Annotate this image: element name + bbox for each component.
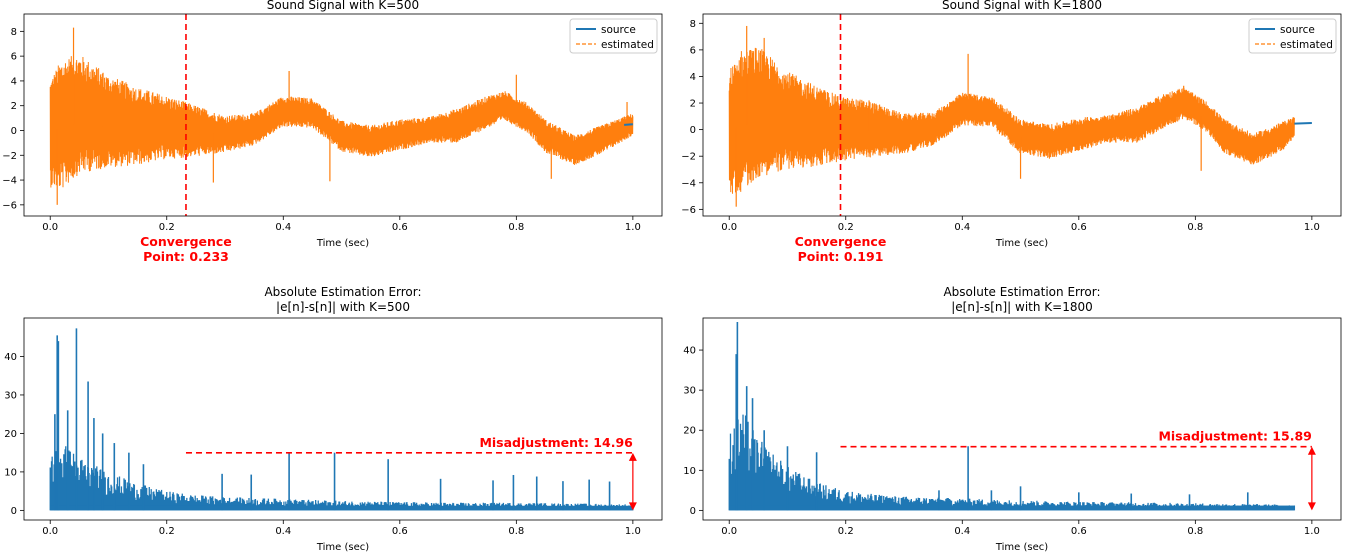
x-tick-label: 0.0	[721, 222, 737, 233]
x-tick-label: 0.6	[392, 222, 408, 233]
misadjustment-arrow-head-bottom	[1307, 502, 1316, 511]
axes-frame	[23, 317, 663, 521]
x-axis-label: Time (sec)	[995, 542, 1048, 553]
misadjustment-arrow-head-top	[1307, 446, 1316, 455]
x-tick-label: 0.2	[838, 222, 854, 233]
x-tick-label: 1.0	[1304, 526, 1320, 537]
x-axis-label: Time (sec)	[316, 542, 369, 553]
y-tick-label: −4	[681, 178, 696, 189]
x-tick-label: 0.4	[954, 526, 970, 537]
y-tick-label: 6	[11, 52, 17, 63]
x-tick-label: 0.2	[159, 526, 175, 537]
plot-area	[728, 322, 1296, 511]
y-tick-label: 10	[4, 467, 17, 478]
chart-title: Sound Signal with K=500	[267, 0, 419, 12]
y-tick-label: −2	[681, 152, 696, 163]
y-tick-label: 0	[11, 126, 17, 137]
y-tick-label: −4	[2, 176, 17, 187]
x-tick-label: 0.6	[392, 526, 408, 537]
error-signal	[49, 446, 634, 511]
y-tick-label: 0	[11, 506, 17, 517]
misadjustment-label: Misadjustment: 14.96	[479, 435, 633, 450]
x-tick-label: 0.0	[42, 222, 58, 233]
y-tick-label: −2	[2, 151, 17, 162]
y-tick-label: 8	[690, 19, 696, 30]
x-tick-label: 0.6	[1071, 222, 1087, 233]
misadjustment-label: Misadjustment: 15.89	[1158, 429, 1311, 444]
estimated-signal-line	[728, 47, 1295, 194]
convergence-label-line2: Point: 0.233	[143, 249, 229, 264]
x-tick-label: 0.8	[1187, 222, 1203, 233]
axes-frame	[702, 317, 1342, 521]
y-tick-label: 6	[690, 45, 696, 56]
y-tick-label: 40	[683, 346, 696, 357]
chart-title: Absolute Estimation Error:	[943, 285, 1100, 299]
y-tick-label: −6	[681, 205, 696, 216]
y-tick-label: 0	[690, 125, 696, 136]
x-tick-label: 0.4	[275, 222, 291, 233]
plot-area	[728, 25, 1312, 207]
plot-area	[49, 328, 634, 511]
x-axis-label: Time (sec)	[995, 238, 1048, 249]
x-tick-label: 1.0	[625, 222, 641, 233]
y-tick-label: 0	[690, 506, 696, 517]
convergence-label-line2: Point: 0.191	[798, 249, 884, 264]
x-tick-label: 1.0	[1304, 222, 1320, 233]
y-tick-label: 8	[11, 27, 17, 38]
x-tick-label: 0.8	[1187, 526, 1203, 537]
error-baseline	[50, 505, 633, 511]
chart-subtitle: |e[n]-s[n]| with K=1800	[951, 300, 1093, 314]
x-tick-label: 0.4	[954, 222, 970, 233]
chart-title: Sound Signal with K=1800	[942, 0, 1102, 12]
x-tick-label: 0.8	[508, 222, 524, 233]
estimated-signal-line	[49, 56, 634, 188]
legend: source estimated	[569, 18, 658, 54]
convergence-label-line1: Convergence	[795, 234, 887, 249]
legend-source-label: source	[1280, 24, 1315, 36]
y-tick-label: 40	[4, 352, 17, 363]
legend-estimated-label: estimated	[1280, 39, 1333, 51]
x-tick-label: 0.2	[159, 222, 175, 233]
chart-3: Misadjustment: 14.96 0.0 0.2 0.4 0.6 0.8 1.0 0 1…	[4, 285, 663, 553]
x-tick-label: 0.2	[838, 526, 854, 537]
x-tick-label: 0.8	[508, 526, 524, 537]
y-tick-label: 2	[11, 101, 17, 112]
x-tick-label: 0.6	[1071, 526, 1087, 537]
source-signal-tail	[1294, 121, 1312, 125]
y-tick-label: 20	[4, 429, 17, 440]
x-tick-label: 0.0	[42, 526, 58, 537]
legend-source-label: source	[601, 24, 636, 36]
y-tick-label: 2	[690, 99, 696, 110]
y-tick-label: 30	[4, 390, 17, 401]
convergence-label-line1: Convergence	[140, 234, 232, 249]
legend: source estimated	[1248, 18, 1337, 54]
chart-title: Absolute Estimation Error:	[264, 285, 421, 299]
x-tick-label: 0.4	[275, 526, 291, 537]
axes-frame	[23, 13, 663, 217]
error-baseline	[729, 505, 1295, 511]
legend-estimated-label: estimated	[601, 39, 654, 51]
chart-subtitle: |e[n]-s[n]| with K=500	[276, 300, 410, 314]
source-signal-tail	[624, 123, 633, 126]
y-tick-label: 30	[683, 386, 696, 397]
misadjustment-arrow-head-bottom	[628, 502, 637, 511]
y-tick-label: −6	[2, 200, 17, 211]
misadjustment-arrow-head-top	[628, 452, 637, 461]
x-tick-label: 0.0	[721, 526, 737, 537]
y-tick-label: 4	[11, 76, 17, 87]
chart-4: Misadjustment: 15.89 0.0 0.2 0.4 0.6 0.8 1.0 0 1…	[683, 285, 1342, 553]
x-tick-label: 1.0	[625, 526, 641, 537]
plot-area	[49, 27, 634, 205]
axes-frame	[702, 13, 1342, 217]
y-tick-label: 20	[683, 426, 696, 437]
y-tick-label: 4	[690, 72, 696, 83]
x-axis-label: Time (sec)	[316, 238, 369, 249]
y-tick-label: 10	[683, 466, 696, 477]
